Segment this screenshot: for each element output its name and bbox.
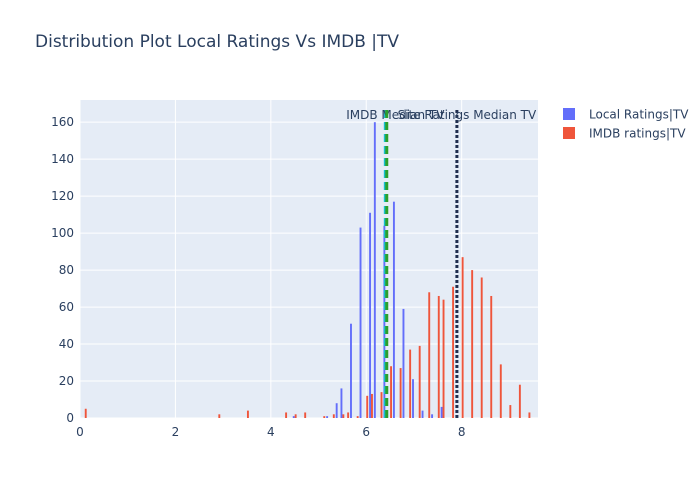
histogram-bar xyxy=(371,393,373,418)
legend-swatch[interactable] xyxy=(563,127,575,139)
bars xyxy=(84,122,531,419)
histogram-bar xyxy=(366,395,369,418)
histogram-bar xyxy=(442,299,445,418)
histogram-bar xyxy=(412,379,414,418)
histogram-bar xyxy=(292,416,295,418)
histogram-bar xyxy=(431,414,434,418)
histogram-bar xyxy=(471,270,474,418)
histogram-bar xyxy=(518,384,521,418)
y-tick-label: 60 xyxy=(59,300,74,314)
histogram-bar xyxy=(461,257,464,418)
legend-swatch[interactable] xyxy=(563,108,575,120)
histogram-bar xyxy=(437,295,440,418)
histogram-bar xyxy=(285,412,288,418)
histogram-bar xyxy=(294,414,297,418)
histogram-bar xyxy=(356,416,359,418)
histogram-bar xyxy=(392,201,395,418)
histogram-bar xyxy=(418,345,421,418)
histogram-bar xyxy=(428,292,431,418)
histogram-bar xyxy=(528,412,531,418)
histogram-bar xyxy=(350,323,352,418)
histogram-bar xyxy=(342,414,345,418)
x-tick-label: 4 xyxy=(267,425,275,439)
plot-background xyxy=(80,100,538,418)
median-annotation: IMDB Median TV xyxy=(346,108,445,122)
x-tick-label: 6 xyxy=(362,425,370,439)
x-tick-label: 0 xyxy=(76,425,84,439)
y-tick-label: 20 xyxy=(59,374,74,388)
y-tick-label: 40 xyxy=(59,337,74,351)
histogram-bar xyxy=(490,295,493,418)
y-tick-label: 160 xyxy=(51,115,74,129)
histogram-bar xyxy=(402,308,405,418)
x-tick-label: 8 xyxy=(458,425,466,439)
histogram-bar xyxy=(335,403,338,418)
histogram-bar xyxy=(369,212,372,418)
x-tick-label: 2 xyxy=(172,425,180,439)
histogram-bar xyxy=(452,286,455,418)
legend-label[interactable]: Local Ratings|TV xyxy=(589,108,689,122)
histogram-bar xyxy=(347,412,350,418)
y-tick-label: 100 xyxy=(51,226,74,240)
histogram-bar xyxy=(340,388,343,418)
histogram-bar xyxy=(380,392,383,418)
histogram-bar xyxy=(304,412,307,418)
y-tick-label: 80 xyxy=(59,263,74,277)
histogram-bar xyxy=(326,416,329,418)
histogram-bar xyxy=(421,410,424,418)
histogram-bar xyxy=(440,406,443,418)
y-tick-label: 120 xyxy=(51,189,74,203)
legend-label[interactable]: IMDB ratings|TV xyxy=(589,127,686,141)
histogram-bar xyxy=(499,364,502,418)
histogram-bar xyxy=(84,408,87,418)
histogram-bar xyxy=(480,277,483,418)
axis-ticks: 0 20 40 60 80 100 120 140 160 0 2 4 6 8 xyxy=(51,115,465,439)
histogram-bar xyxy=(359,227,362,418)
histogram-bar xyxy=(218,414,221,418)
histogram-bar xyxy=(373,122,376,419)
histogram-bar xyxy=(246,410,249,418)
histogram-bar xyxy=(509,405,512,418)
histogram-bar xyxy=(323,416,326,418)
y-tick-label: 140 xyxy=(51,152,74,166)
median-annotation: Site Ratings Median TV xyxy=(398,108,537,122)
legend[interactable]: Local Ratings|TV IMDB ratings|TV xyxy=(563,108,689,141)
chart-title: Distribution Plot Local Ratings Vs IMDB … xyxy=(35,32,400,52)
histogram-bar xyxy=(390,366,393,418)
y-tick-label: 0 xyxy=(66,411,74,425)
histogram-bar xyxy=(399,368,402,418)
histogram-bar xyxy=(332,414,335,418)
histogram-bar xyxy=(409,349,412,418)
